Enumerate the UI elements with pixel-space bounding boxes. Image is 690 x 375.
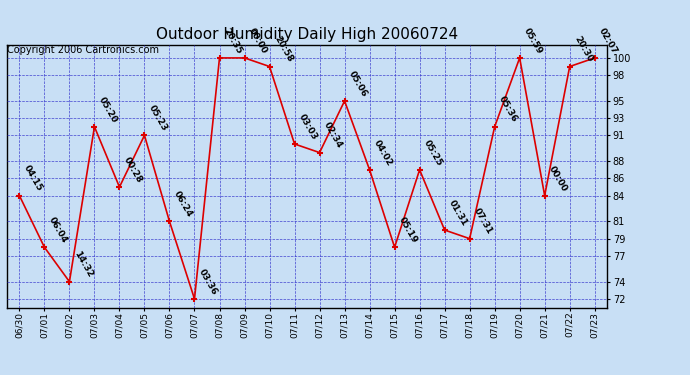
Text: 20:35: 20:35 <box>222 26 244 56</box>
Title: Outdoor Humidity Daily High 20060724: Outdoor Humidity Daily High 20060724 <box>156 27 458 42</box>
Text: 05:36: 05:36 <box>497 95 519 124</box>
Text: 05:06: 05:06 <box>347 69 369 98</box>
Text: 02:07: 02:07 <box>598 26 619 56</box>
Text: 04:15: 04:15 <box>22 164 44 193</box>
Text: 00:28: 00:28 <box>122 155 144 184</box>
Text: 05:20: 05:20 <box>97 95 119 124</box>
Text: 01:31: 01:31 <box>447 198 469 228</box>
Text: 05:59: 05:59 <box>522 26 544 56</box>
Text: 02:34: 02:34 <box>322 121 344 150</box>
Text: 06:04: 06:04 <box>47 216 69 244</box>
Text: 04:02: 04:02 <box>372 138 394 167</box>
Text: 05:23: 05:23 <box>147 104 169 133</box>
Text: 06:24: 06:24 <box>172 189 194 219</box>
Text: Copyright 2006 Cartronics.com: Copyright 2006 Cartronics.com <box>7 45 159 55</box>
Text: 20:58: 20:58 <box>272 35 294 64</box>
Text: 07:31: 07:31 <box>472 207 494 236</box>
Text: 00:00: 00:00 <box>547 164 569 193</box>
Text: 00:00: 00:00 <box>247 27 269 56</box>
Text: 03:36: 03:36 <box>197 267 219 296</box>
Text: 05:25: 05:25 <box>422 138 444 167</box>
Text: 05:19: 05:19 <box>397 215 420 244</box>
Text: 14:32: 14:32 <box>72 250 94 279</box>
Text: 20:30: 20:30 <box>572 35 594 64</box>
Text: 03:03: 03:03 <box>297 112 319 141</box>
